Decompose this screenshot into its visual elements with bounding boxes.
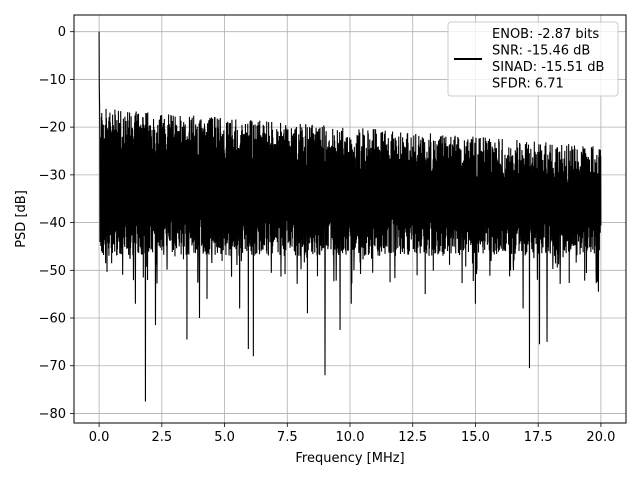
y-tick-label: −60 bbox=[39, 312, 66, 327]
x-tick-label: 12.5 bbox=[398, 430, 427, 445]
psd-trace bbox=[98, 31, 602, 402]
legend-box bbox=[447, 21, 619, 97]
y-tick-label: −40 bbox=[39, 216, 66, 231]
legend-sinad: SINAD: -15.51 dB bbox=[492, 60, 604, 75]
y-tick-label: −30 bbox=[39, 168, 66, 183]
x-tick-label: 15.0 bbox=[461, 430, 490, 445]
y-tick-label: −10 bbox=[39, 73, 66, 88]
y-tick-label: −20 bbox=[39, 121, 66, 136]
x-tick-label: 5.0 bbox=[214, 430, 235, 445]
y-tick-label: −50 bbox=[39, 264, 66, 279]
x-tick-label: 20.0 bbox=[586, 430, 615, 445]
legend-snr: SNR: -15.46 dB bbox=[492, 44, 590, 59]
x-tick-label: 17.5 bbox=[524, 430, 553, 445]
legend-enob: ENOB: -2.87 bits bbox=[492, 27, 599, 42]
x-tick-label: 10.0 bbox=[336, 430, 365, 445]
x-tick-label: 7.5 bbox=[277, 430, 298, 445]
legend-sfdr: SFDR: 6.71 bbox=[492, 77, 564, 92]
y-tick-label: −70 bbox=[39, 359, 66, 374]
x-axis-label: Frequency [MHz] bbox=[295, 451, 404, 466]
y-axis-label: PSD [dB] bbox=[14, 190, 29, 248]
y-tick-label: 0 bbox=[58, 25, 66, 40]
legend: ENOB: -2.87 bits SNR: -15.46 dB SINAD: -… bbox=[447, 21, 619, 97]
psd-series-line bbox=[98, 31, 602, 402]
y-tick-label: −80 bbox=[39, 407, 66, 422]
axis-ticks: 0.0 2.5 5.0 7.5 10.0 12.5 15.0 17.5 20.0 0 −10 −20 −… bbox=[39, 25, 616, 445]
x-tick-label: 0.0 bbox=[89, 430, 110, 445]
x-tick-label: 2.5 bbox=[151, 430, 172, 445]
